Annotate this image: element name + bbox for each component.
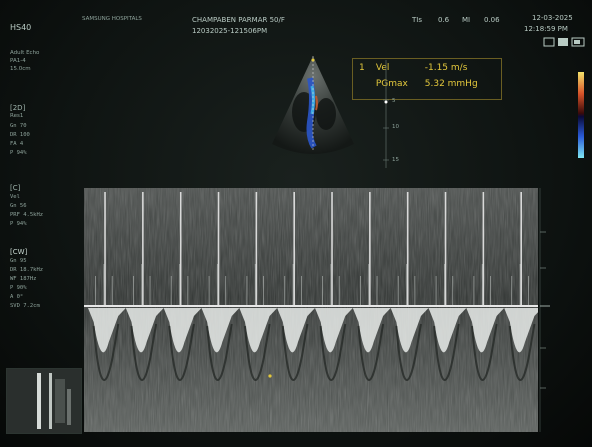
pgmax-label: PGmax	[375, 79, 408, 89]
doppler-flow-envelope	[163, 308, 202, 353]
panel-cw-row: SVD 7.2cm	[10, 303, 40, 309]
doppler-flow-envelope	[428, 308, 467, 353]
time-label: 12:18:59 PM	[524, 25, 568, 33]
doppler-flow-envelope	[352, 308, 391, 353]
panel-2d-row: FA 4	[10, 141, 24, 147]
ti-value: 0.6	[438, 16, 450, 24]
doppler-flow-envelope	[88, 308, 126, 353]
velocity-scale	[539, 188, 550, 432]
panel-c-row: Gn 56	[10, 203, 27, 209]
doppler-flow-envelope	[390, 308, 429, 353]
velocity-value: -1.15 m/s	[424, 63, 468, 73]
preset-label: Adult Echo	[10, 50, 40, 56]
mi-label: MI	[462, 16, 471, 24]
panel-cw-row: A 0°	[10, 294, 24, 300]
hospital-name: SAMSUNG HOSPITALS	[82, 16, 142, 22]
panel-cw-row: P 90%	[10, 285, 27, 291]
echo-sector-image	[258, 52, 368, 162]
panel-cw-row: DR 18.7kHz	[10, 267, 44, 273]
measurement-marker[interactable]	[268, 374, 272, 378]
thumbnail-svg	[7, 369, 81, 433]
depth-scale-label: 15	[392, 157, 399, 163]
panel-cw-row: Gn 95	[10, 258, 27, 264]
cw-doppler-spectrum	[84, 188, 542, 432]
doppler-flow-envelope	[277, 308, 315, 353]
doppler-flow-envelope	[125, 308, 164, 353]
depth-scale-label: 5	[392, 98, 396, 104]
date-label: 12-03-2025	[532, 14, 573, 22]
panel-cw-row: WF 187Hz	[10, 276, 37, 282]
panel-c-title: [C]	[10, 184, 21, 192]
pgmax-value: 5.32 mmHg	[424, 79, 478, 89]
panel-2d-row: Gn 70	[10, 123, 27, 129]
probe-label: PA1-4	[10, 58, 26, 64]
panel-2d-title: [2D]	[10, 104, 26, 112]
doppler-flow-envelope	[315, 308, 353, 353]
depth-scale-label: 10	[392, 124, 399, 130]
sector-svg	[272, 56, 354, 154]
panel-2d-row: P 94%	[10, 150, 27, 156]
ti-label: TIs	[412, 16, 422, 24]
velocity-label: Vel	[375, 63, 390, 73]
panel-c-row: P 94%	[10, 221, 27, 227]
doppler-flow-envelope	[239, 308, 278, 353]
status-icons	[542, 33, 586, 47]
doppler-flow-envelope	[466, 308, 505, 353]
study-id: 12032025-121506PM	[192, 27, 268, 35]
panel-c-row: PRF 4.5kHz	[10, 212, 44, 218]
panel-2d-freq: Res1	[10, 113, 24, 119]
panel-cw-title: [CW]	[10, 248, 28, 256]
panel-c-row: Vel	[10, 194, 20, 200]
reference-thumbnail	[6, 368, 82, 434]
mi-value: 0.06	[484, 16, 500, 24]
depth-label: 15.0cm	[10, 66, 31, 72]
color-scale-bar	[578, 72, 584, 158]
panel-2d-row: DR 100	[10, 132, 30, 138]
doppler-flow-envelope	[504, 308, 542, 353]
patient-name: CHAMPABEN PARMAR 50/F	[192, 16, 285, 24]
doppler-flow-envelope	[201, 308, 240, 353]
measurement-index: 1	[359, 63, 365, 73]
device-status-icon	[543, 37, 585, 47]
doppler-svg	[84, 188, 542, 432]
measurement-box: 1 Vel -1.15 m/s PGmax 5.32 mmHg	[352, 58, 502, 100]
model-label: HS40	[10, 23, 32, 32]
depth-ruler	[383, 60, 389, 168]
